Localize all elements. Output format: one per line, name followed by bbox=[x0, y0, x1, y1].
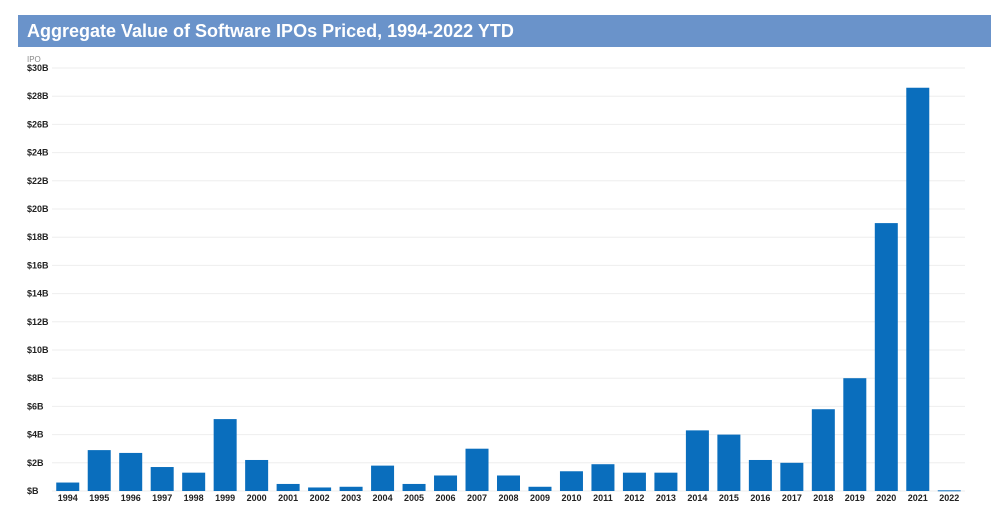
bar-2007 bbox=[465, 448, 489, 491]
y-tick-label: $20B bbox=[27, 204, 49, 214]
bar-1998 bbox=[182, 472, 206, 491]
x-tick-label: 2000 bbox=[247, 493, 267, 503]
bar-2008 bbox=[497, 475, 520, 491]
x-tick-label: 2022 bbox=[939, 493, 959, 503]
x-tick-label: 2006 bbox=[436, 493, 456, 503]
x-tick-label: 2001 bbox=[278, 493, 298, 503]
x-tick-label: 2007 bbox=[467, 493, 487, 503]
y-tick-label: $4B bbox=[27, 430, 44, 440]
x-tick-label: 1999 bbox=[215, 493, 235, 503]
bar-2017 bbox=[780, 462, 804, 491]
bar-2003 bbox=[339, 486, 363, 491]
y-tick-label: $16B bbox=[27, 260, 49, 270]
bar-2000 bbox=[245, 459, 269, 491]
chart-title-bar: Aggregate Value of Software IPOs Priced,… bbox=[18, 15, 991, 47]
x-tick-label: 2011 bbox=[593, 493, 613, 503]
bar-2009 bbox=[528, 486, 552, 491]
x-tick-label: 2005 bbox=[404, 493, 424, 503]
x-tick-label: 2010 bbox=[561, 493, 581, 503]
x-tick-label: 2004 bbox=[373, 493, 393, 503]
x-tick-label: 2002 bbox=[310, 493, 330, 503]
bar-2010 bbox=[559, 471, 583, 491]
y-tick-label: $22B bbox=[27, 176, 49, 186]
x-tick-label: 1994 bbox=[58, 493, 78, 503]
x-tick-label: 2008 bbox=[498, 493, 518, 503]
y-tick-label: $B bbox=[27, 486, 39, 496]
y-tick-label: $10B bbox=[27, 345, 49, 355]
x-tick-label: 1998 bbox=[184, 493, 204, 503]
y-tick-label: $18B bbox=[27, 232, 49, 242]
x-tick-label: 1996 bbox=[121, 493, 141, 503]
y-tick-label: $6B bbox=[27, 401, 44, 411]
bar-2006 bbox=[434, 475, 458, 491]
x-tick-label: 2019 bbox=[845, 493, 865, 503]
bar-2015 bbox=[717, 434, 741, 491]
bar-2002 bbox=[308, 487, 332, 491]
bar-2014 bbox=[685, 430, 709, 491]
bar-2022 bbox=[937, 490, 961, 492]
x-tick-label: 2013 bbox=[656, 493, 676, 503]
x-tick-label: 1997 bbox=[152, 493, 172, 503]
bar-2021 bbox=[906, 87, 930, 492]
bar-2019 bbox=[843, 378, 867, 491]
bar-2018 bbox=[811, 409, 835, 491]
bar-2012 bbox=[622, 472, 646, 491]
bar-2013 bbox=[654, 472, 678, 491]
x-tick-label: 2014 bbox=[687, 493, 707, 503]
bar-2001 bbox=[276, 483, 300, 491]
bar-2011 bbox=[591, 464, 615, 491]
y-tick-label: $12B bbox=[27, 317, 49, 327]
y-tick-label: $26B bbox=[27, 119, 49, 129]
y-tick-label: $24B bbox=[27, 148, 49, 158]
x-tick-label: 2018 bbox=[813, 493, 833, 503]
x-tick-label: 2016 bbox=[750, 493, 770, 503]
bar-2005 bbox=[402, 483, 426, 491]
bar-1997 bbox=[150, 467, 174, 491]
bar-1994 bbox=[56, 482, 80, 491]
y-tick-label: $30B bbox=[27, 63, 49, 73]
bar-1996 bbox=[119, 452, 143, 491]
x-tick-label: 2017 bbox=[782, 493, 802, 503]
chart-title: Aggregate Value of Software IPOs Priced,… bbox=[27, 21, 514, 41]
x-tick-label: 2015 bbox=[719, 493, 739, 503]
y-tick-label: $8B bbox=[27, 373, 44, 383]
bar-2016 bbox=[748, 459, 772, 491]
bar-1995 bbox=[87, 450, 111, 491]
y-tick-label: $14B bbox=[27, 289, 49, 299]
y-axis-label: IPO bbox=[27, 55, 41, 64]
bar-2020 bbox=[874, 223, 898, 491]
x-tick-label: 1995 bbox=[89, 493, 109, 503]
x-tick-label: 2012 bbox=[624, 493, 644, 503]
x-tick-label: 2003 bbox=[341, 493, 361, 503]
x-tick-label: 2021 bbox=[908, 493, 928, 503]
y-tick-label: $2B bbox=[27, 458, 44, 468]
bar-1999 bbox=[213, 419, 237, 491]
bar-2004 bbox=[371, 465, 395, 491]
x-tick-label: 2009 bbox=[530, 493, 550, 503]
x-tick-label: 2020 bbox=[876, 493, 896, 503]
y-tick-label: $28B bbox=[27, 91, 49, 101]
